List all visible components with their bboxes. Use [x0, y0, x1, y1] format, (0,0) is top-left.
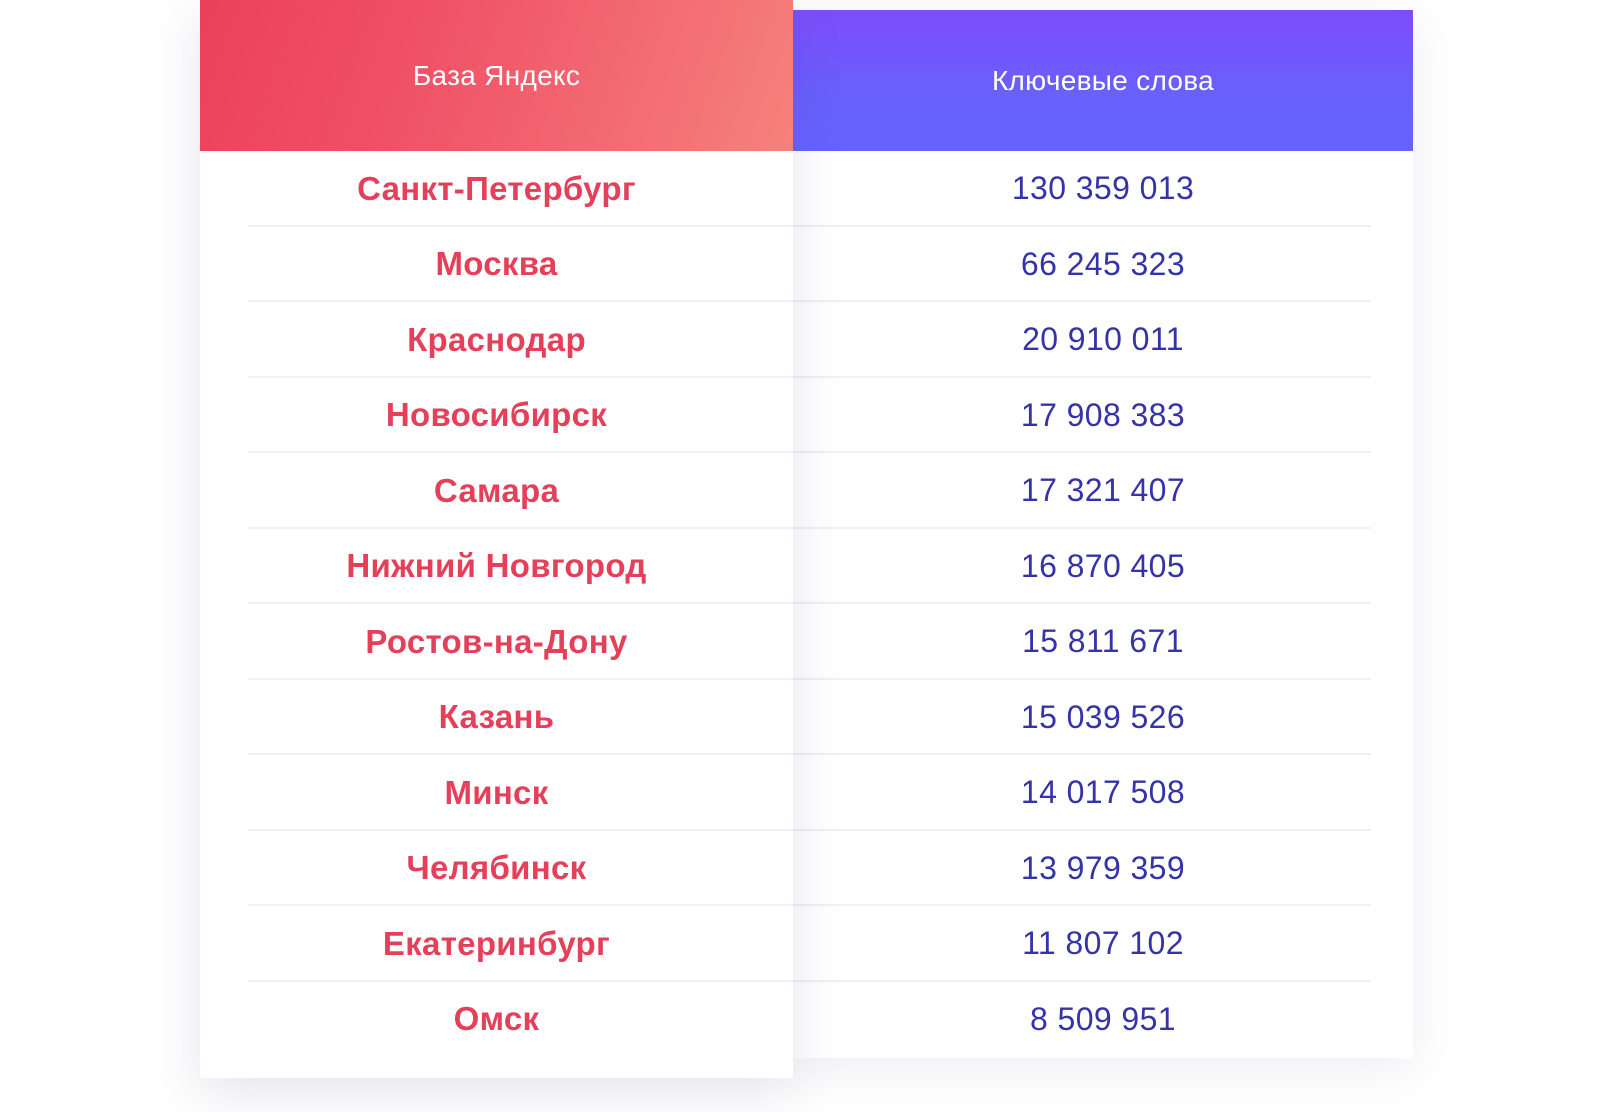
city-name: Новосибирск	[385, 396, 608, 434]
keywords-row: 15 039 526	[793, 680, 1413, 756]
keywords-row: 20 910 011	[793, 302, 1413, 378]
base-column-rows: Санкт-Петербург Москва Краснодар Новосиб…	[200, 151, 793, 1057]
city-row: Минск	[200, 755, 793, 831]
keyword-count: 15 811 671	[1022, 623, 1184, 660]
keyword-count: 130 359 013	[1011, 170, 1195, 207]
base-column-header: База Яндекс	[200, 0, 793, 151]
keywords-row: 17 908 383	[793, 378, 1413, 454]
keywords-row: 130 359 013	[793, 151, 1413, 227]
city-name: Самара	[433, 471, 560, 509]
keyword-count: 14 017 508	[1020, 774, 1186, 811]
keywords-row: 66 245 323	[793, 227, 1413, 303]
city-row: Новосибирск	[200, 378, 793, 454]
city-name: Нижний Новгород	[346, 547, 647, 585]
city-row: Самара	[200, 453, 793, 529]
city-row: Краснодар	[200, 302, 793, 378]
keyword-count: 20 910 011	[1022, 321, 1184, 358]
city-row: Ростов-на-Дону	[200, 604, 793, 680]
keywords-row: 8 509 951	[793, 982, 1413, 1058]
keywords-row: 13 979 359	[793, 831, 1413, 907]
city-name: Минск	[444, 773, 549, 811]
city-row: Москва	[200, 227, 793, 303]
city-row: Нижний Новгород	[200, 529, 793, 605]
keyword-count: 17 321 407	[1020, 472, 1186, 509]
keyword-count: 11 807 102	[1022, 925, 1184, 962]
keywords-column: Ключевые слова 130 359 013 66 245 323 20…	[793, 10, 1413, 1058]
keyword-count: 17 908 383	[1020, 396, 1186, 433]
keywords-column-rows: 130 359 013 66 245 323 20 910 011 17 908…	[793, 151, 1413, 1057]
city-name: Омск	[453, 1000, 540, 1038]
keywords-row: 15 811 671	[793, 604, 1413, 680]
keywords-row: 11 807 102	[793, 906, 1413, 982]
base-column-header-label: База Яндекс	[412, 59, 581, 91]
keyword-count: 8 509 951	[1030, 1000, 1176, 1037]
keywords-row: 17 321 407	[793, 453, 1413, 529]
keywords-column-header-label: Ключевые слова	[991, 64, 1215, 96]
city-name: Ростов-на-Дону	[365, 622, 628, 660]
keywords-row: 16 870 405	[793, 529, 1413, 605]
keywords-column-header: Ключевые слова	[793, 10, 1413, 151]
city-row: Екатеринбург	[200, 906, 793, 982]
city-name: Челябинск	[406, 849, 587, 887]
keyword-count: 66 245 323	[1020, 245, 1186, 282]
city-row: Санкт-Петербург	[200, 151, 793, 227]
city-row: Казань	[200, 680, 793, 756]
keyword-count: 13 979 359	[1020, 849, 1186, 886]
city-name: Екатеринбург	[382, 924, 611, 962]
base-column: База Яндекс Санкт-Петербург Москва Красн…	[200, 0, 793, 1078]
city-name: Санкт-Петербург	[357, 169, 636, 207]
city-name: Казань	[438, 698, 555, 736]
city-row: Челябинск	[200, 831, 793, 907]
keywords-row: 14 017 508	[793, 755, 1413, 831]
city-row: Омск	[200, 982, 793, 1058]
keyword-count: 16 870 405	[1020, 547, 1186, 584]
keyword-count: 15 039 526	[1020, 698, 1186, 735]
city-name: Москва	[435, 245, 558, 283]
city-name: Краснодар	[407, 320, 586, 358]
